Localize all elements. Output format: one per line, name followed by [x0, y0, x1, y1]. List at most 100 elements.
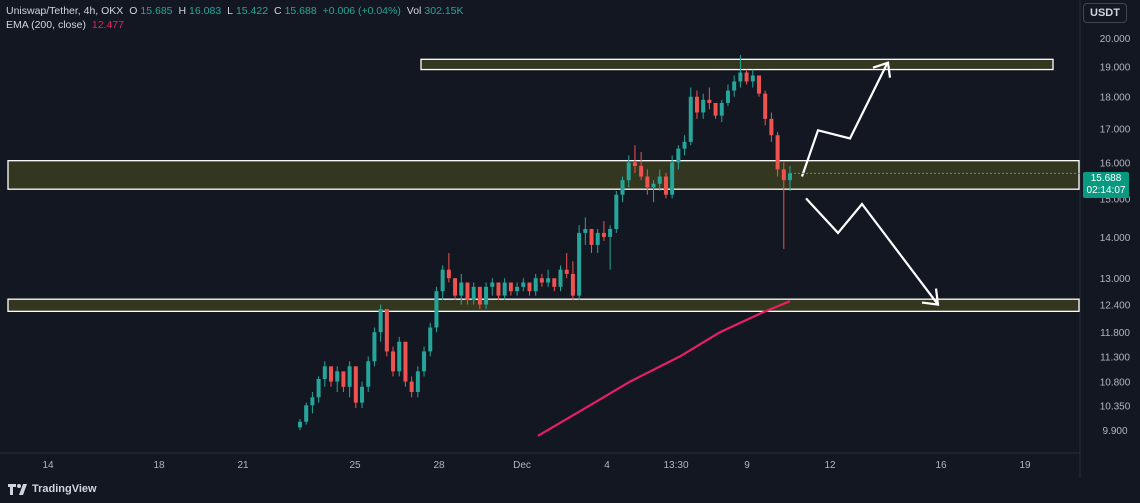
- candle-body: [428, 327, 433, 352]
- high-value: 16.083: [189, 5, 222, 17]
- price-tick-label: 10.800: [1100, 378, 1131, 389]
- candle-body: [763, 93, 768, 119]
- time-tick-label: 14: [42, 460, 54, 471]
- time-tick-label: 25: [349, 460, 361, 471]
- bullish-scenario-arrow: [800, 63, 888, 177]
- open-value: 15.685: [140, 5, 173, 17]
- time-tick-label: 4: [604, 460, 610, 471]
- candle-body: [521, 282, 526, 287]
- candle-body: [446, 269, 451, 279]
- candle-body: [589, 228, 594, 245]
- bearish-arrowhead-icon: [921, 288, 940, 306]
- price-tick-label: 17.000: [1100, 125, 1131, 136]
- symbol-name[interactable]: Uniswap/Tether, 4h, OKX: [6, 5, 124, 17]
- candle-body: [725, 90, 730, 103]
- candle-body: [304, 405, 309, 422]
- candle-body: [496, 282, 501, 296]
- time-tick-label: 13:30: [663, 460, 688, 471]
- candle-body: [558, 269, 563, 287]
- candle-body: [676, 148, 681, 163]
- candle-body: [471, 286, 476, 301]
- candle-body: [335, 371, 340, 382]
- price-tick-label: 13.000: [1100, 274, 1131, 285]
- candle-body: [453, 278, 458, 296]
- time-tick-label: 16: [935, 460, 947, 471]
- candle-body: [477, 286, 482, 305]
- candle-body: [546, 278, 551, 283]
- time-tick-label: 12: [824, 460, 836, 471]
- price-tick-label: 11.300: [1100, 352, 1130, 363]
- symbol-legend: Uniswap/Tether, 4h, OKX O 15.685 H 16.083 …: [6, 5, 467, 17]
- candle-body: [713, 102, 718, 116]
- bullish-arrowhead-icon: [872, 61, 892, 78]
- candle-body: [366, 361, 371, 387]
- candle-body: [750, 75, 755, 82]
- time-tick-label: Dec: [513, 460, 531, 471]
- ema-legend: EMA (200, close) 12.477: [6, 19, 127, 31]
- candle-body: [775, 135, 780, 170]
- price-tick-label: 14.000: [1100, 233, 1131, 244]
- price-tick-label: 18.000: [1100, 93, 1131, 104]
- candle-body: [682, 141, 687, 149]
- candle-body: [788, 173, 792, 181]
- candle-body: [322, 366, 327, 380]
- price-tick-label: 19.000: [1100, 63, 1131, 74]
- candle-body: [552, 278, 557, 287]
- candle-body: [756, 75, 761, 94]
- price-zone: [420, 58, 1054, 71]
- last-price-tag: 15.688 02:14:07: [1083, 172, 1129, 198]
- candle-body: [744, 72, 749, 82]
- low-label: L: [227, 5, 233, 17]
- candle-body: [620, 180, 625, 195]
- candle-body: [657, 176, 662, 184]
- candle-body: [663, 176, 668, 195]
- candle-body: [608, 228, 613, 237]
- candle-body: [651, 183, 656, 188]
- candle-body: [391, 351, 396, 372]
- candle-body: [508, 282, 513, 292]
- candle-body: [533, 278, 538, 292]
- candle-body: [484, 286, 489, 305]
- bar-countdown: 02:14:07: [1086, 185, 1126, 196]
- candle-body: [459, 282, 464, 296]
- tradingview-logo-icon: [8, 483, 27, 495]
- candle-body: [707, 99, 712, 103]
- high-label: H: [178, 5, 187, 17]
- candle-body: [583, 228, 588, 233]
- candle-body: [527, 282, 532, 292]
- candle-body: [577, 232, 582, 296]
- candle-body: [415, 371, 420, 393]
- candle-body: [539, 278, 544, 283]
- time-tick-label: 9: [744, 460, 750, 471]
- candle-body: [360, 386, 365, 403]
- volume-label: Vol: [406, 5, 422, 17]
- candle-body: [701, 99, 706, 113]
- time-tick-label: 19: [1019, 460, 1031, 471]
- price-tick-label: 16.000: [1100, 158, 1131, 169]
- close-value: 15.688: [284, 5, 317, 17]
- currency-button[interactable]: USDT: [1083, 3, 1127, 23]
- price-tick-label: 20.000: [1100, 34, 1131, 45]
- candle-body: [329, 366, 334, 382]
- candle-body: [601, 232, 606, 237]
- volume-value: 302.15K: [424, 5, 464, 17]
- candle-body: [645, 176, 650, 188]
- ema-value: 12.477: [91, 19, 124, 31]
- candle-body: [732, 81, 737, 91]
- candle-body: [781, 169, 786, 181]
- candle-body: [403, 341, 408, 382]
- candle-body: [409, 381, 414, 393]
- candle-body: [378, 309, 383, 333]
- candle-body: [570, 273, 575, 296]
- candle-body: [632, 162, 637, 166]
- change-value: +0.006 (+0.04%): [322, 5, 401, 17]
- ema-label[interactable]: EMA (200, close): [6, 19, 86, 31]
- candle-body: [639, 165, 644, 177]
- candle-body: [372, 332, 377, 362]
- ema-200-line: [537, 300, 791, 437]
- candle-body: [738, 72, 743, 82]
- tradingview-brand[interactable]: TradingView: [8, 483, 97, 495]
- candle-body: [614, 194, 619, 229]
- brand-name: TradingView: [32, 483, 97, 495]
